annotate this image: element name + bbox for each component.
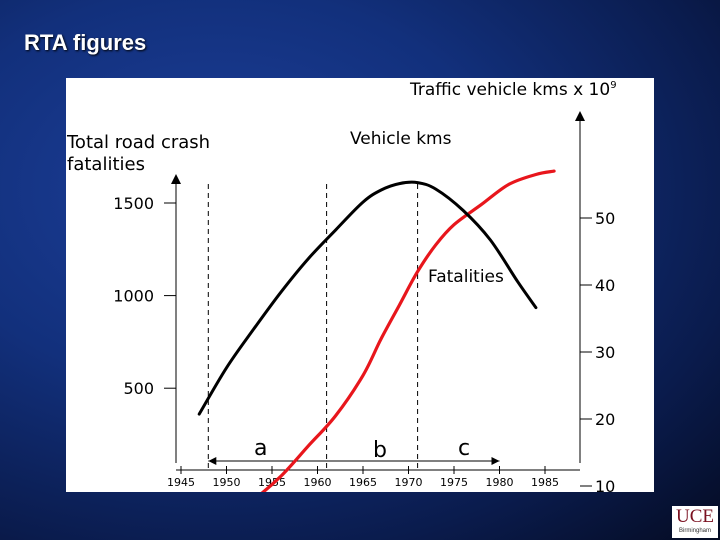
vehicle-kms-line	[260, 169, 556, 492]
right-axis-label-main: Traffic vehicle kms x 10	[409, 80, 610, 100]
logo-subtext: Birmingham	[678, 528, 711, 534]
fatalities-line	[197, 180, 538, 416]
x-axis-tick-label: 1945	[167, 476, 195, 489]
left-axis-tick-label: 1000	[113, 287, 154, 306]
chart-marks: 1945 1950 1955 1960 1965 1970 1975 1980 19855001…	[113, 169, 615, 492]
right-axis-tick-label: 40	[595, 276, 615, 295]
right-axis-label: Traffic vehicle kms x 109	[409, 80, 617, 100]
x-axis-tick-label: 1970	[395, 476, 423, 489]
right-axis-label-exponent: 9	[610, 80, 616, 91]
right-axis-arrow	[575, 111, 585, 121]
series-label-fatalities: Fatalities	[428, 267, 504, 287]
series-label-vehicle-kms: Vehicle kms	[350, 129, 452, 149]
left-axis-arrow	[171, 174, 181, 184]
slide-title: RTA figures	[24, 30, 147, 55]
x-axis-tick-label: 1985	[531, 476, 559, 489]
periods-arrow-right-head	[491, 457, 500, 465]
x-axis-tick-label: 1950	[213, 476, 241, 489]
x-axis-tick-label: 1975	[440, 476, 468, 489]
left-axis-tick-label: 500	[123, 379, 154, 398]
right-axis-tick-label: 20	[595, 410, 615, 429]
right-axis-tick-label: 30	[595, 343, 615, 362]
right-axis-tick-label: 50	[595, 209, 615, 228]
periods-arrow-left-head	[208, 457, 217, 465]
x-axis-tick-label: 1965	[349, 476, 377, 489]
x-axis-tick-label: 1980	[486, 476, 514, 489]
left-axis-label-line1: Total road crash	[66, 132, 210, 153]
left-axis-label-line2: fatalities	[67, 154, 145, 175]
left-axis-tick-label: 1500	[113, 194, 154, 213]
right-axis-tick-label: 10	[595, 477, 615, 492]
logo-text: UCE	[676, 506, 714, 527]
period-label-b: b	[373, 438, 387, 463]
period-label-a: a	[254, 436, 267, 461]
uce-logo: UCE Birmingham	[672, 506, 718, 538]
chart-panel: Total road crash fatalities Traffic vehi…	[66, 78, 654, 492]
rta-chart: Total road crash fatalities Traffic vehi…	[66, 80, 617, 492]
x-axis-tick-label: 1960	[304, 476, 332, 489]
period-label-c: c	[458, 436, 470, 461]
